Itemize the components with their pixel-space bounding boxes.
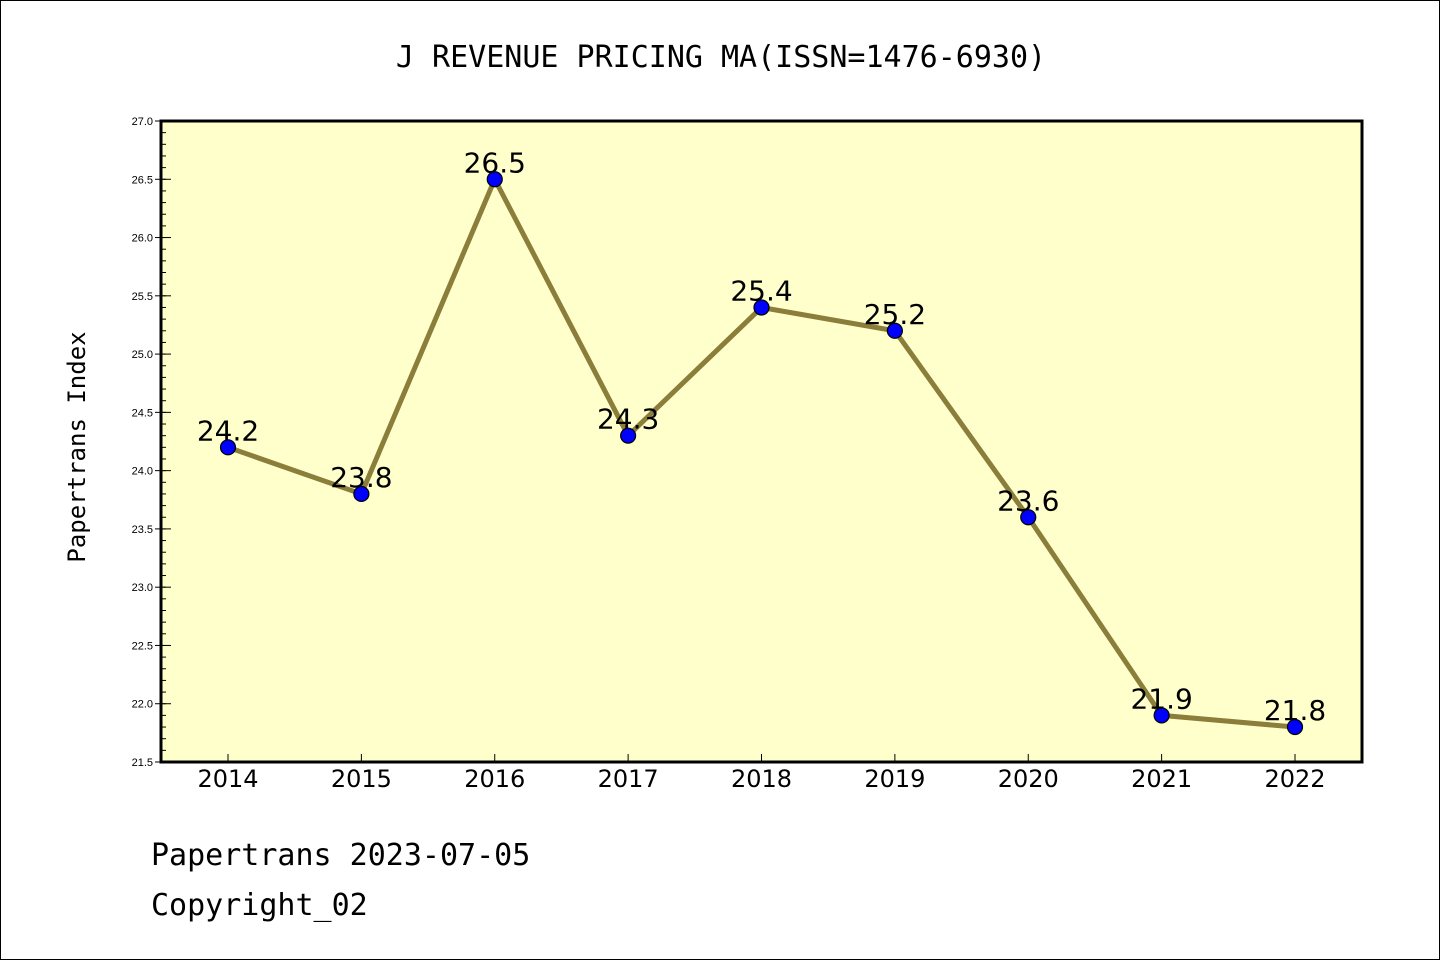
y-tick-label: 22.0 [132,699,153,711]
data-point [753,299,770,316]
data-label: 25.4 [730,274,792,307]
x-tick-label: 2015 [331,765,392,793]
data-label: 21.8 [1264,694,1326,727]
data-markers [219,171,1304,736]
x-tick-label: 2014 [197,765,258,793]
y-tick-label: 24.0 [132,466,153,478]
data-label: 26.5 [464,146,526,179]
x-tick-label: 2020 [998,765,1059,793]
footer-copyright: Copyright_02 [151,888,368,923]
data-label: 23.6 [997,484,1059,517]
x-tick-label: 2018 [731,765,792,793]
y-tick-label: 27.0 [132,116,153,128]
data-point [1286,718,1304,736]
y-axis-ticks: 21.5 22.0 22.5 23.0 23.5 24.0 24.5 25.0 25.5 26.0… [132,116,171,769]
y-tick-label: 26.0 [132,233,153,245]
y-tick-label: 25.0 [132,349,153,361]
x-tick-label: 2017 [598,765,659,793]
plot-border [159,119,1364,764]
x-axis-ticks: 2014 2015 2016 2017 2018 2019 2020 2021 2022 [197,754,1326,793]
data-label: 25.2 [864,298,926,331]
data-labels: 24.2 23.8 26.5 24.3 25.4 25.2 23.6 21.9 21.8 [197,146,1326,727]
data-point [1020,509,1037,526]
data-point [1153,707,1170,724]
y-tick-label: 23.0 [132,582,153,594]
y-tick-label: 24.5 [132,407,153,419]
x-tick-label: 2021 [1131,765,1192,793]
data-point [219,439,237,456]
y-tick-label: 25.5 [132,291,153,303]
data-label: 21.9 [1130,682,1192,715]
x-tick-label: 2022 [1264,765,1325,793]
y-tick-label: 22.5 [132,640,153,652]
data-point [886,322,903,339]
x-tick-label: 2019 [864,765,925,793]
footer-date: Papertrans 2023-07-05 [151,838,530,873]
data-point [353,485,370,503]
y-tick-label: 26.5 [132,174,153,186]
x-tick-label: 2016 [464,765,525,793]
data-label: 24.2 [197,414,259,447]
data-point [486,171,503,188]
y-tick-label: 23.5 [132,524,153,536]
data-point [620,427,637,444]
y-tick-label: 21.5 [132,757,153,769]
y-axis-label: Papertrans Index [63,331,91,562]
data-label: 24.3 [597,403,659,436]
data-label: 23.8 [330,461,392,494]
plot-area [161,121,1362,762]
chart-title: J REVENUE PRICING MA(ISSN=1476-6930) [396,40,1046,75]
